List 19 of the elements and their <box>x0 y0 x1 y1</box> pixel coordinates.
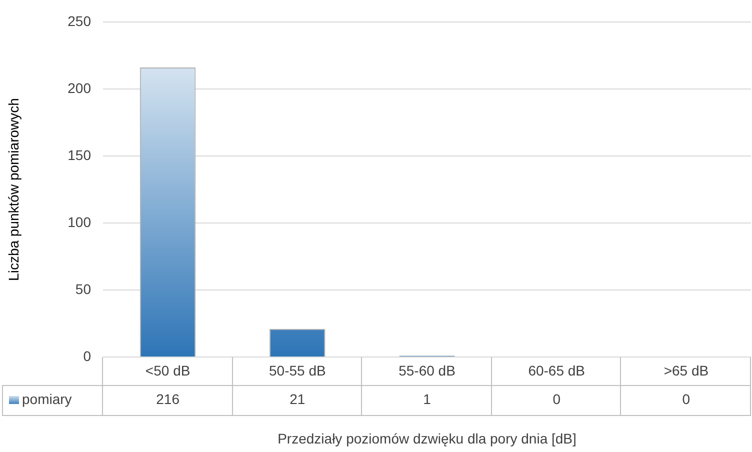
y-axis-title: Liczba punktów pomiarowych <box>5 98 22 281</box>
x-axis-title: Przedziały poziomów dzwięku dla pory dnia [dB] <box>278 430 576 446</box>
x-tick-label: >65 dB <box>664 362 709 378</box>
y-tick-label: 200 <box>68 80 92 96</box>
y-tick-label: 0 <box>83 348 92 364</box>
y-tick-label: 150 <box>68 146 92 163</box>
data-label: 21 <box>290 390 306 407</box>
legend-label: pomiary <box>22 390 72 407</box>
x-tick-label: 60-65 dB <box>528 362 586 378</box>
y-tick-label: 250 <box>68 12 92 29</box>
x-tick-label: <50 dB <box>145 362 190 378</box>
y-tick-label: 100 <box>68 214 92 230</box>
x-tick-label: 55-60 dB <box>398 362 456 378</box>
data-label: 1 <box>423 390 432 407</box>
data-label: 0 <box>552 390 561 407</box>
x-tick-label: 50-55 dB <box>268 362 326 378</box>
data-label: 216 <box>156 390 180 407</box>
data-label: 0 <box>682 390 690 407</box>
y-tick-label: 50 <box>75 280 92 297</box>
